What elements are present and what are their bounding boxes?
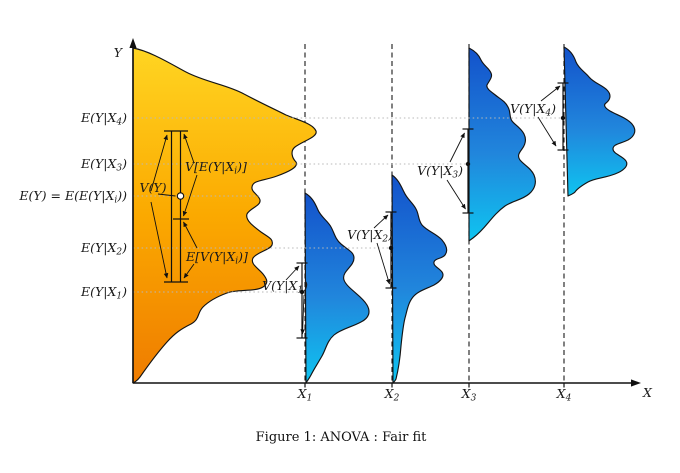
label-e-y-x2: E(Y|X2) bbox=[80, 240, 127, 258]
variance-bracket-x2 bbox=[373, 211, 397, 289]
total-variance-bracket bbox=[150, 130, 198, 283]
x-tick-label-x2: X2 bbox=[384, 386, 400, 404]
label-e-v-y-x: E[V(Y|Xi)] bbox=[185, 249, 248, 267]
label-e-y-x1: E(Y|X1) bbox=[80, 284, 127, 302]
label-v-y: V(Y) bbox=[139, 180, 166, 195]
variance-bracket-x3 bbox=[446, 128, 474, 214]
conditional-distribution-x4 bbox=[563, 46, 636, 197]
label-v-y-x1: V(Y|X1) bbox=[262, 278, 308, 296]
conditional-distribution-x1 bbox=[304, 192, 370, 384]
label-e-y: E(Y) = E(E(Y|Xi)) bbox=[18, 188, 127, 206]
mean-marker-x4 bbox=[560, 115, 566, 121]
x-tick-label-x4: X4 bbox=[556, 386, 572, 404]
mean-marker-x1 bbox=[299, 289, 305, 295]
conditional-distribution-x3 bbox=[468, 47, 536, 242]
mean-marker-x3 bbox=[465, 161, 471, 167]
x-tick-label-x1: X1 bbox=[297, 386, 313, 404]
y-axis-label: Y bbox=[114, 45, 124, 60]
figure-caption: Figure 1: ANOVA : Fair fit bbox=[256, 430, 427, 445]
label-e-y-x4: E(Y|X4) bbox=[80, 110, 127, 128]
label-v-y-x4: V(Y|X4) bbox=[510, 101, 556, 119]
mean-marker-x2 bbox=[388, 245, 394, 251]
y-axis-arrow-icon bbox=[129, 38, 137, 48]
marginal-distribution bbox=[132, 47, 317, 384]
label-v-y-x3: V(Y|X3) bbox=[417, 163, 463, 181]
x-axis-label: X bbox=[642, 385, 653, 400]
variance-bracket-x4 bbox=[537, 82, 569, 151]
x-axis-arrow-icon bbox=[631, 379, 641, 387]
x-tick-label-x3: X3 bbox=[461, 386, 477, 404]
conditional-distribution-x2 bbox=[391, 174, 448, 384]
label-e-y-x3: E(Y|X3) bbox=[80, 156, 127, 174]
e-y-marker bbox=[176, 192, 185, 200]
label-v-e-y-x: V[E(Y|Xi)] bbox=[185, 159, 247, 177]
variance-bracket-x1 bbox=[285, 262, 308, 339]
label-v-y-x2: V(Y|X2) bbox=[347, 227, 393, 245]
